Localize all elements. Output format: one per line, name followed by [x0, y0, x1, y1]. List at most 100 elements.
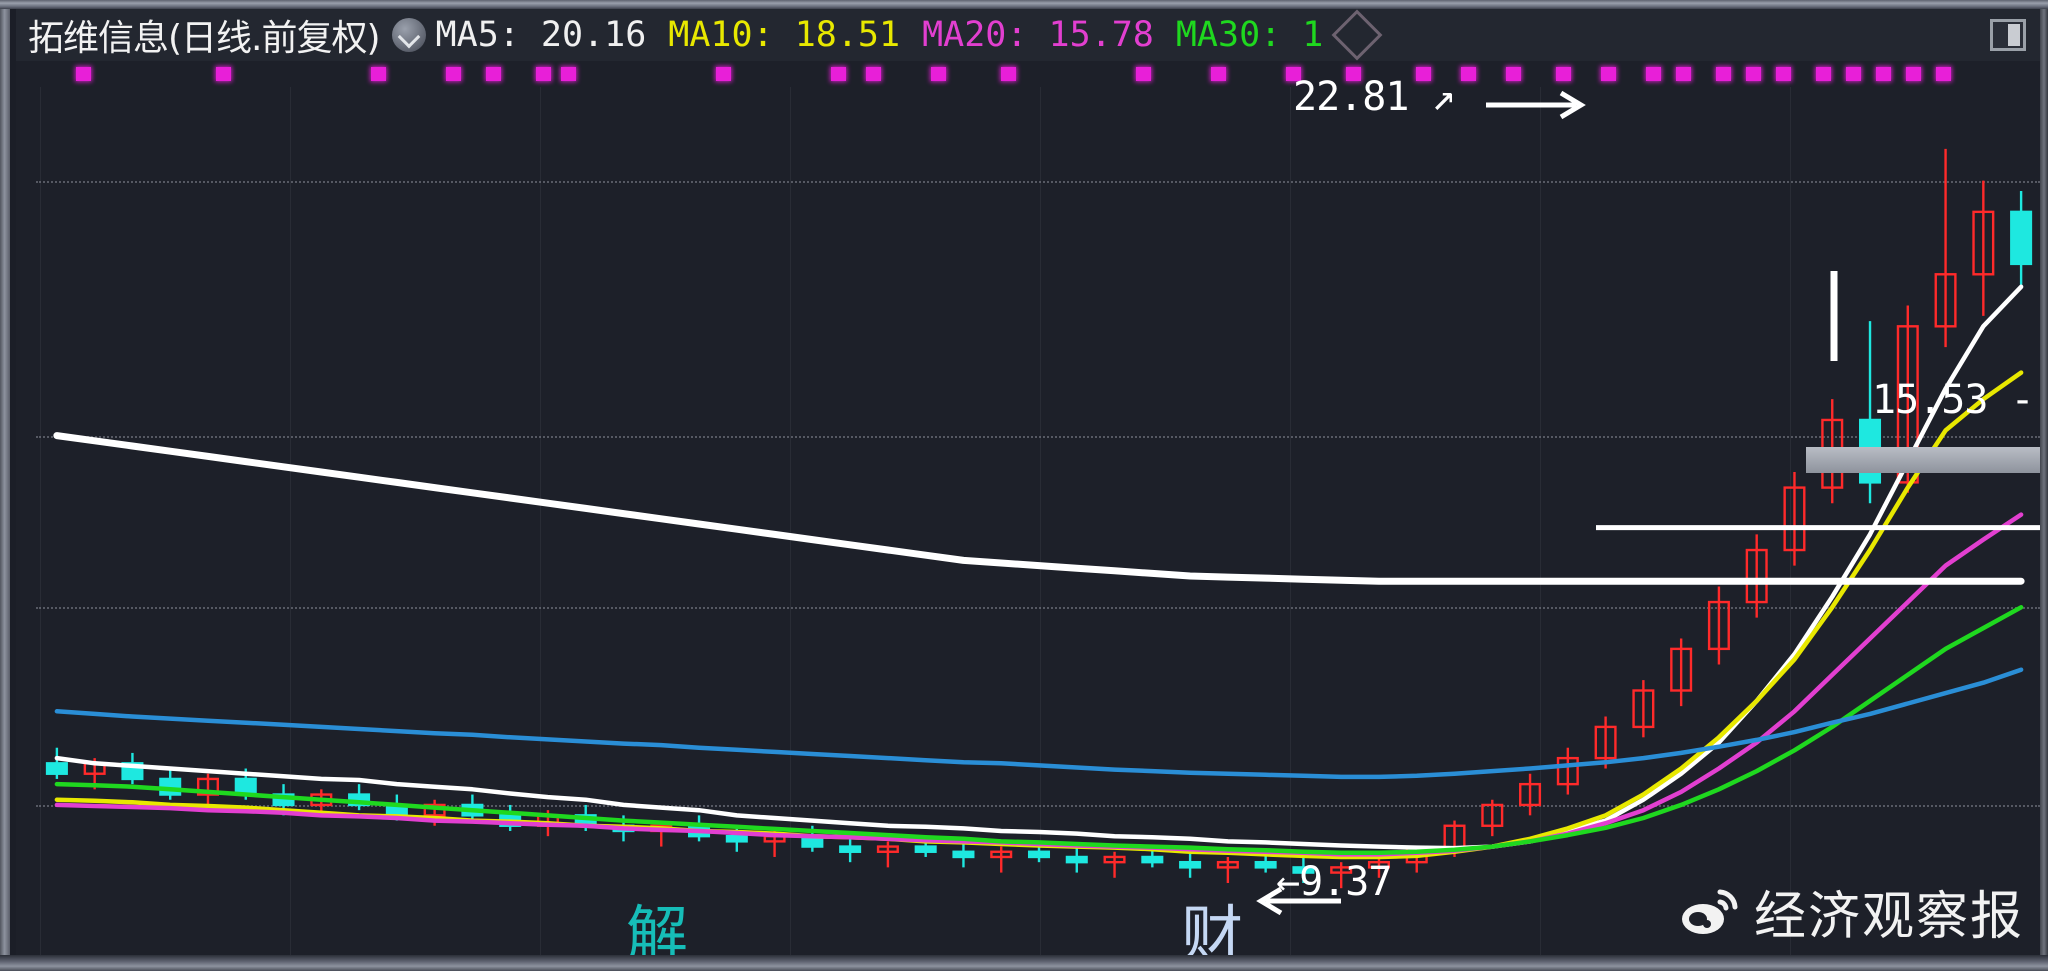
ma10-legend: MA10: 18.51 — [668, 15, 901, 55]
event-marker[interactable] — [1211, 67, 1226, 81]
event-marker[interactable] — [1286, 67, 1301, 81]
chart-panel[interactable]: 拓维信息(日线.前复权) MA5: 20.16 MA10: 18.51 MA20… — [16, 9, 2040, 955]
candle — [1179, 851, 1202, 878]
event-marker[interactable] — [1646, 67, 1661, 81]
event-marker[interactable] — [831, 67, 846, 81]
low-callout-arrow — [1256, 886, 1341, 916]
candle — [1707, 586, 1730, 665]
price-chart-canvas — [45, 90, 2040, 916]
event-marker[interactable] — [561, 67, 576, 81]
candle — [1556, 747, 1579, 795]
event-marker[interactable] — [76, 67, 91, 81]
event-marker[interactable] — [1716, 67, 1731, 81]
candle — [952, 841, 975, 868]
ma5-legend: MA5: 20.16 — [435, 15, 647, 55]
window-frame-bottom — [0, 955, 2048, 971]
candle — [1065, 846, 1088, 873]
candle — [1292, 856, 1315, 883]
event-marker[interactable] — [1936, 67, 1951, 81]
candle — [159, 768, 182, 800]
event-marker[interactable] — [1816, 67, 1831, 81]
chevron-down-circle-icon[interactable] — [391, 18, 426, 52]
event-marker[interactable] — [1746, 67, 1761, 81]
candle — [1103, 851, 1126, 878]
candle — [1632, 680, 1655, 738]
candle — [196, 773, 220, 805]
event-marker[interactable] — [1876, 67, 1891, 81]
candle — [1519, 773, 1542, 816]
event-marker[interactable] — [1416, 67, 1431, 81]
event-marker[interactable] — [1461, 67, 1476, 81]
gridline-v-5 — [1290, 87, 1291, 955]
high-price-callout: 22.81 ↗ — [1293, 74, 1456, 120]
candle — [45, 747, 68, 779]
gridline-v-0 — [40, 87, 41, 955]
candle — [1594, 716, 1617, 769]
event-marker[interactable] — [486, 67, 501, 81]
weibo-icon — [1681, 889, 1738, 934]
candle — [348, 784, 371, 811]
event-marker[interactable] — [866, 67, 881, 81]
event-marker-row — [16, 67, 2040, 83]
brand-name: 经济观察报 — [1753, 887, 2024, 947]
event-marker[interactable] — [931, 67, 946, 81]
brand-watermark: 经济观察报 — [1680, 874, 2024, 949]
candle — [1481, 799, 1504, 837]
candle — [1367, 856, 1390, 878]
event-marker[interactable] — [1846, 67, 1861, 81]
event-marker[interactable] — [446, 67, 461, 81]
watermark-glyph-mid: 财 — [1181, 898, 1244, 955]
candle — [1972, 180, 1995, 316]
ma20-legend: MA20: 15.78 — [922, 15, 1154, 55]
window-frame-inner — [10, 9, 16, 971]
event-marker[interactable] — [1506, 67, 1521, 81]
gridline-h-2 — [36, 435, 2040, 438]
event-marker[interactable] — [1776, 67, 1791, 81]
watermark-glyph-left: 解 — [626, 898, 689, 955]
gridline-h-0 — [36, 804, 2040, 807]
panel-toggle-icon[interactable] — [1990, 19, 2026, 51]
gridline-v-7 — [1790, 87, 1791, 955]
event-marker[interactable] — [1346, 67, 1361, 81]
event-marker[interactable] — [1906, 67, 1921, 81]
event-marker[interactable] — [371, 67, 386, 81]
event-marker[interactable] — [1556, 67, 1571, 81]
candle — [1783, 471, 1806, 566]
candle — [839, 836, 862, 863]
gridline-v-3 — [790, 87, 791, 955]
gridline-h-3 — [36, 180, 2040, 183]
gridline-h-1 — [36, 607, 2040, 610]
chart-header: 拓维信息(日线.前复权) MA5: 20.16 MA10: 18.51 MA20… — [16, 9, 2040, 61]
candle — [2010, 191, 2033, 285]
event-marker[interactable] — [536, 67, 551, 81]
ma-line-ma30 — [54, 605, 2024, 856]
gridline-v-4 — [1040, 87, 1041, 955]
price-scale-handle[interactable] — [1806, 447, 2040, 473]
candle — [876, 841, 899, 868]
ma-line-ma250 — [53, 432, 2025, 585]
high-callout-arrow — [1486, 90, 1586, 120]
ma-line-ma60 — [54, 667, 2024, 780]
candle — [1934, 148, 1957, 348]
gridline-v-6 — [1540, 87, 1541, 955]
event-marker[interactable] — [716, 67, 731, 81]
candle — [1330, 862, 1353, 889]
gridline-v-1 — [290, 87, 291, 955]
candle — [990, 846, 1013, 873]
event-marker[interactable] — [1601, 67, 1616, 81]
page-title: 拓维信息(日线.前复权) — [28, 18, 381, 59]
event-marker[interactable] — [1676, 67, 1691, 81]
event-marker[interactable] — [1001, 67, 1016, 81]
candle — [1216, 856, 1239, 883]
low-price-callout: ←9.37 — [1276, 859, 1392, 905]
candle — [1745, 534, 1768, 618]
ma30-legend: MA30: 1 — [1175, 15, 1324, 55]
event-marker[interactable] — [216, 67, 231, 81]
window-frame-right — [2040, 9, 2048, 971]
window-frame-top — [0, 0, 2048, 9]
event-marker[interactable] — [1136, 67, 1151, 81]
candle — [1670, 638, 1693, 707]
mid-price-callout: 15.53 - 1 — [1872, 377, 2040, 423]
gridline-v-2 — [540, 87, 541, 955]
